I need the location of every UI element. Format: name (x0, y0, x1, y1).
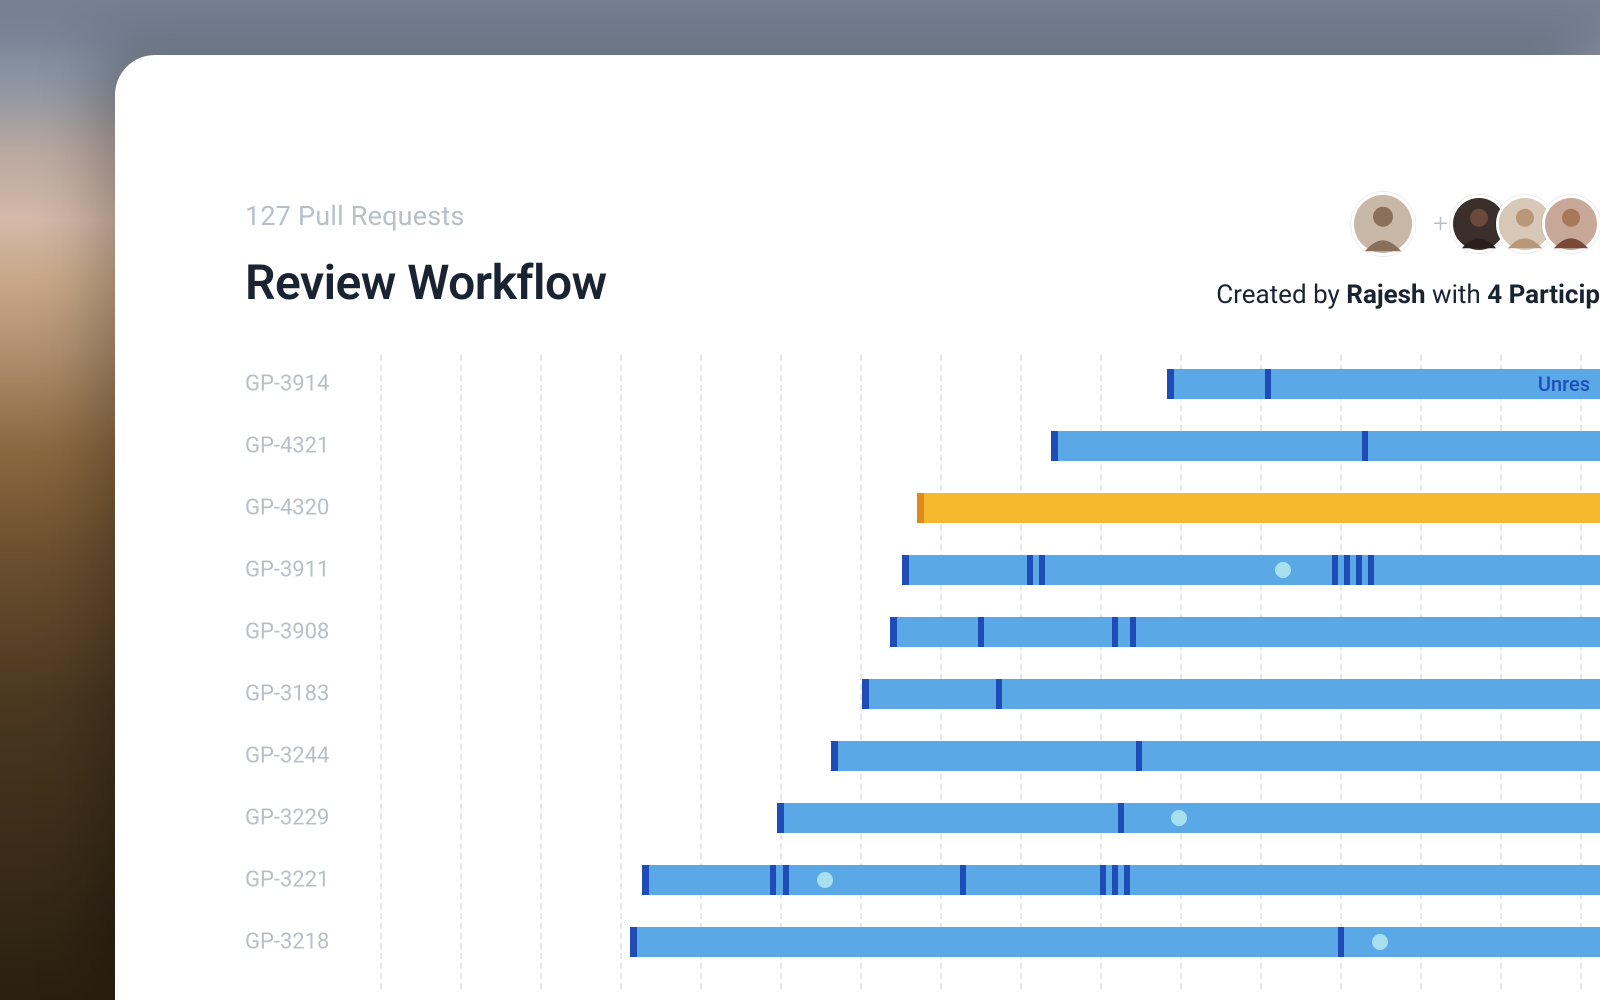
gantt-bar[interactable] (862, 679, 1600, 709)
participants-block: + Created by Rajesh with 4 Particip (1216, 192, 1600, 310)
commit-tick (960, 865, 966, 895)
commit-tick (1100, 865, 1106, 895)
creator-name: Rajesh (1346, 280, 1425, 310)
gantt-row[interactable] (380, 865, 1600, 895)
event-dot (1171, 810, 1187, 826)
row-label: GP-4321 (245, 434, 329, 459)
gantt-row[interactable] (380, 741, 1600, 771)
commit-tick (1112, 865, 1118, 895)
commit-tick (1338, 927, 1344, 957)
commit-tick (1368, 555, 1374, 585)
gantt-row[interactable] (380, 927, 1600, 957)
commit-tick (1118, 803, 1124, 833)
row-label: GP-3914 (245, 372, 329, 397)
gantt-bar[interactable] (1167, 369, 1600, 399)
gantt-bar[interactable] (890, 617, 1600, 647)
participant-count: 4 Particip (1487, 280, 1600, 310)
commit-tick (1356, 555, 1362, 585)
gantt-row[interactable] (380, 493, 1600, 523)
created-by-mid: with (1426, 280, 1488, 310)
gantt-bar[interactable] (902, 555, 1600, 585)
event-dot (817, 872, 833, 888)
bar-start-marker (831, 741, 838, 771)
gantt-bar[interactable] (831, 741, 1600, 771)
commit-tick (1027, 555, 1033, 585)
participant-avatar[interactable] (1542, 195, 1600, 253)
gantt-row[interactable] (380, 679, 1600, 709)
row-label-column: GP-3914 GP-4321 GP-4320 GP-3911 GP-3908 GP-31… (245, 369, 365, 989)
event-dot (1275, 562, 1291, 578)
commit-tick (1136, 741, 1142, 771)
gantt-row[interactable] (380, 555, 1600, 585)
gantt-bar[interactable] (1051, 431, 1600, 461)
row-label: GP-3183 (245, 682, 329, 707)
bar-start-marker (630, 927, 637, 957)
commit-tick (1130, 617, 1136, 647)
row-label: GP-3911 (245, 558, 329, 583)
bar-start-marker (642, 865, 649, 895)
created-by-prefix: Created by (1216, 280, 1346, 310)
bar-start-marker (1051, 431, 1058, 461)
bar-start-marker (917, 493, 924, 523)
gantt-bar[interactable] (917, 493, 1600, 523)
commit-tick (770, 865, 776, 895)
row-label: GP-4320 (245, 496, 329, 521)
row-label: GP-3908 (245, 620, 329, 645)
row-label: GP-3218 (245, 930, 329, 955)
row-label: GP-3229 (245, 806, 329, 831)
avatar-row: + (1216, 192, 1600, 256)
bar-start-marker (777, 803, 784, 833)
commit-tick (978, 617, 984, 647)
row-label: GP-3221 (245, 868, 329, 893)
commit-tick (1332, 555, 1338, 585)
commit-tick (1362, 431, 1368, 461)
gantt-row[interactable] (380, 803, 1600, 833)
bar-start-marker (862, 679, 869, 709)
gantt-chart: GP-3914 GP-4321 GP-4320 GP-3911 GP-3908 GP-31… (245, 369, 1600, 989)
gantt-row[interactable] (380, 617, 1600, 647)
gantt-row[interactable] (380, 431, 1600, 461)
gantt-bar[interactable] (777, 803, 1600, 833)
event-dot (1372, 934, 1388, 950)
commit-tick (1265, 369, 1271, 399)
creator-avatar[interactable] (1351, 192, 1415, 256)
commit-tick (996, 679, 1002, 709)
app-window: 127 Pull Requests Review Workflow + C (115, 55, 1600, 1000)
bar-status-label: Unres (1538, 372, 1590, 396)
commit-tick (1124, 865, 1130, 895)
commit-tick (1039, 555, 1045, 585)
created-by-line: Created by Rajesh with 4 Particip (1216, 280, 1600, 310)
gantt-row[interactable]: Unres (380, 369, 1600, 399)
commit-tick (1344, 555, 1350, 585)
commit-tick (1112, 617, 1118, 647)
row-label: GP-3244 (245, 744, 329, 769)
bar-start-marker (890, 617, 897, 647)
gantt-bar[interactable] (630, 927, 1600, 957)
plus-icon: + (1433, 209, 1448, 239)
bar-start-marker (902, 555, 909, 585)
page-header: 127 Pull Requests Review Workflow + C (245, 200, 1600, 311)
commit-tick (783, 865, 789, 895)
chart-plot-area: Unres (380, 369, 1600, 989)
bar-start-marker (1167, 369, 1174, 399)
